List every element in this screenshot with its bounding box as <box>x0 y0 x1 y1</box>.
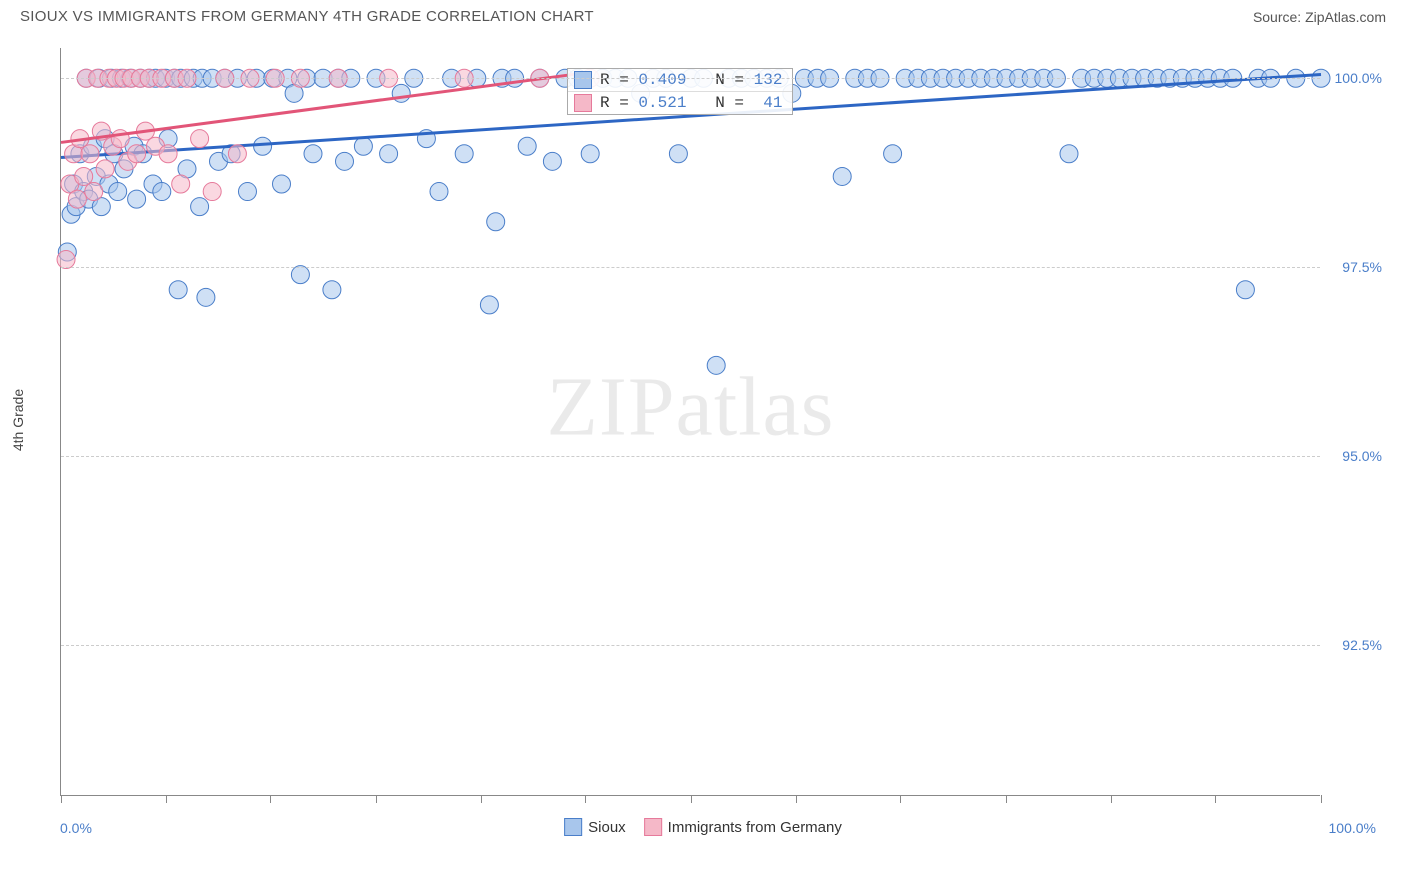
chart-area: ZIPatlas R = 0.409 N = 132R = 0.521 N = … <box>60 48 1320 796</box>
x-tick <box>900 795 901 803</box>
y-tick-label: 100.0% <box>1335 70 1382 86</box>
data-point <box>96 160 114 178</box>
gridline <box>61 267 1320 268</box>
gridline <box>61 456 1320 457</box>
x-tick <box>376 795 377 803</box>
data-point <box>480 296 498 314</box>
data-point <box>109 183 127 201</box>
x-tick <box>1215 795 1216 803</box>
data-point <box>392 84 410 102</box>
data-point <box>1236 281 1254 299</box>
y-tick-label: 95.0% <box>1342 448 1382 464</box>
stats-swatch <box>574 94 592 112</box>
plot-svg <box>61 48 1320 795</box>
stats-swatch <box>574 71 592 89</box>
data-point <box>159 145 177 163</box>
stats-row: R = 0.409 N = 132 <box>568 69 792 92</box>
x-tick <box>166 795 167 803</box>
x-axis-min-label: 0.0% <box>60 820 92 836</box>
data-point <box>833 167 851 185</box>
x-tick <box>481 795 482 803</box>
gridline <box>61 645 1320 646</box>
data-point <box>81 145 99 163</box>
data-point <box>304 145 322 163</box>
data-point <box>354 137 372 155</box>
data-point <box>153 183 171 201</box>
y-axis-title: 4th Grade <box>10 389 26 451</box>
data-point <box>707 356 725 374</box>
x-tick <box>1111 795 1112 803</box>
x-tick <box>61 795 62 803</box>
data-point <box>323 281 341 299</box>
data-point <box>669 145 687 163</box>
x-axis-max-label: 100.0% <box>1329 820 1376 836</box>
source-label: Source: ZipAtlas.com <box>1253 9 1386 25</box>
header: SIOUX VS IMMIGRANTS FROM GERMANY 4TH GRA… <box>0 0 1406 29</box>
x-tick <box>691 795 692 803</box>
data-point <box>57 251 75 269</box>
x-tick <box>796 795 797 803</box>
data-point <box>1060 145 1078 163</box>
stats-box: R = 0.409 N = 132 R = 0.521 N = 41 <box>567 68 793 115</box>
data-point <box>172 175 190 193</box>
stats-text: R = 0.521 N = 41 <box>600 94 782 112</box>
legend-item: Sioux <box>564 818 626 836</box>
legend-swatch <box>564 818 582 836</box>
data-point <box>68 190 86 208</box>
data-point <box>128 145 146 163</box>
data-point <box>291 266 309 284</box>
legend-item: Immigrants from Germany <box>644 818 842 836</box>
x-tick <box>1006 795 1007 803</box>
data-point <box>128 190 146 208</box>
data-point <box>254 137 272 155</box>
chart-title: SIOUX VS IMMIGRANTS FROM GERMANY 4TH GRA… <box>20 8 594 25</box>
legend-label: Sioux <box>588 819 626 836</box>
data-point <box>197 288 215 306</box>
y-tick-label: 92.5% <box>1342 637 1382 653</box>
y-tick-label: 97.5% <box>1342 259 1382 275</box>
x-tick <box>1321 795 1322 803</box>
data-point <box>518 137 536 155</box>
stats-text: R = 0.409 N = 132 <box>600 71 782 89</box>
data-point <box>228 145 246 163</box>
legend: Sioux Immigrants from Germany <box>564 818 842 836</box>
data-point <box>430 183 448 201</box>
data-point <box>543 152 561 170</box>
data-point <box>191 130 209 148</box>
data-point <box>455 145 473 163</box>
data-point <box>380 145 398 163</box>
data-point <box>273 175 291 193</box>
gridline <box>61 78 1320 79</box>
stats-row: R = 0.521 N = 41 <box>568 92 792 114</box>
data-point <box>581 145 599 163</box>
data-point <box>191 198 209 216</box>
x-tick <box>270 795 271 803</box>
data-point <box>85 183 103 201</box>
data-point <box>487 213 505 231</box>
x-tick <box>585 795 586 803</box>
legend-label: Immigrants from Germany <box>668 819 842 836</box>
data-point <box>336 152 354 170</box>
data-point <box>238 183 256 201</box>
data-point <box>75 167 93 185</box>
data-point <box>169 281 187 299</box>
legend-swatch <box>644 818 662 836</box>
data-point <box>884 145 902 163</box>
data-point <box>203 183 221 201</box>
